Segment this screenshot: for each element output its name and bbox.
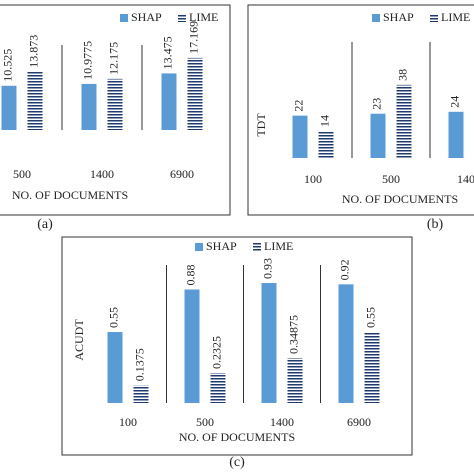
bar (107, 332, 123, 403)
x-tick-label: 500 (13, 167, 31, 181)
x-tick-label: 6900 (170, 167, 194, 181)
data-label: 0.34875 (287, 315, 301, 354)
bar (27, 71, 43, 130)
x-tick-label: 6900 (347, 415, 371, 429)
bar (287, 358, 303, 403)
x-tick-label: 100 (119, 415, 137, 429)
bar (1, 85, 17, 130)
data-label: 0.55 (107, 307, 121, 328)
panel-label: (c) (229, 455, 245, 470)
bar (210, 373, 226, 403)
data-label: 12.175 (107, 42, 121, 75)
data-label: 0.2325 (210, 336, 224, 369)
bar (81, 83, 97, 130)
data-label: 38 (396, 69, 410, 81)
data-label: 10.525 (1, 49, 15, 82)
bar (318, 131, 334, 158)
x-axis-title: NO. OF DOCUMENTS (179, 430, 295, 444)
x-tick-label: 1400 (270, 415, 294, 429)
legend-label: LIME (441, 10, 470, 24)
x-axis-title: NO. OF DOCUMENTS (12, 188, 128, 202)
panel-label: (a) (37, 217, 53, 232)
data-label: 0.88 (184, 264, 198, 285)
bar (338, 284, 354, 403)
data-label: 10.9775 (81, 41, 95, 80)
y-axis-title: TDT (254, 113, 268, 137)
data-label: 13.475 (161, 36, 175, 69)
data-label: 0.55 (364, 307, 378, 328)
bar (364, 332, 380, 403)
data-label: 23 (370, 98, 384, 110)
bar (292, 115, 308, 158)
bar (396, 84, 412, 158)
data-label: 13.873 (27, 35, 41, 68)
bar (261, 283, 277, 403)
legend-swatch (430, 14, 438, 22)
data-label: 24 (448, 96, 462, 108)
bar (133, 385, 149, 403)
legend-swatch (120, 14, 128, 22)
legend-label: LIME (264, 239, 293, 253)
bar (370, 113, 386, 158)
legend-swatch (195, 243, 203, 251)
data-label: 0.93 (261, 258, 275, 279)
x-tick-label: 500 (196, 415, 214, 429)
legend-label: SHAP (206, 239, 237, 253)
panel-label: (b) (427, 217, 444, 232)
x-axis-title: NO. OF DOCUMENTS (342, 192, 458, 206)
x-tick-label: 100 (304, 172, 322, 186)
legend-label: LIME (189, 10, 218, 24)
data-label: 0.92 (338, 259, 352, 280)
legend-swatch (372, 14, 380, 22)
legend-swatch (178, 14, 186, 22)
bar (184, 289, 200, 403)
x-tick-label: 1400 (457, 172, 474, 186)
data-label: 0.1375 (133, 348, 147, 381)
bar (187, 57, 203, 131)
panel-frame (0, 4, 231, 216)
legend-label: SHAP (383, 10, 414, 24)
panel-frame (247, 4, 474, 216)
x-tick-label: 1400 (90, 167, 114, 181)
bar (107, 78, 123, 130)
legend-swatch (253, 243, 261, 251)
panel-frame (61, 236, 413, 456)
bar (161, 73, 177, 130)
data-label: 22 (292, 100, 306, 112)
legend-label: SHAP (131, 10, 162, 24)
data-label: 17.169 (187, 21, 201, 54)
bar (448, 111, 464, 158)
x-tick-label: 500 (382, 172, 400, 186)
data-label: 14 (318, 115, 332, 127)
y-axis-title: ACUDT (72, 319, 86, 361)
